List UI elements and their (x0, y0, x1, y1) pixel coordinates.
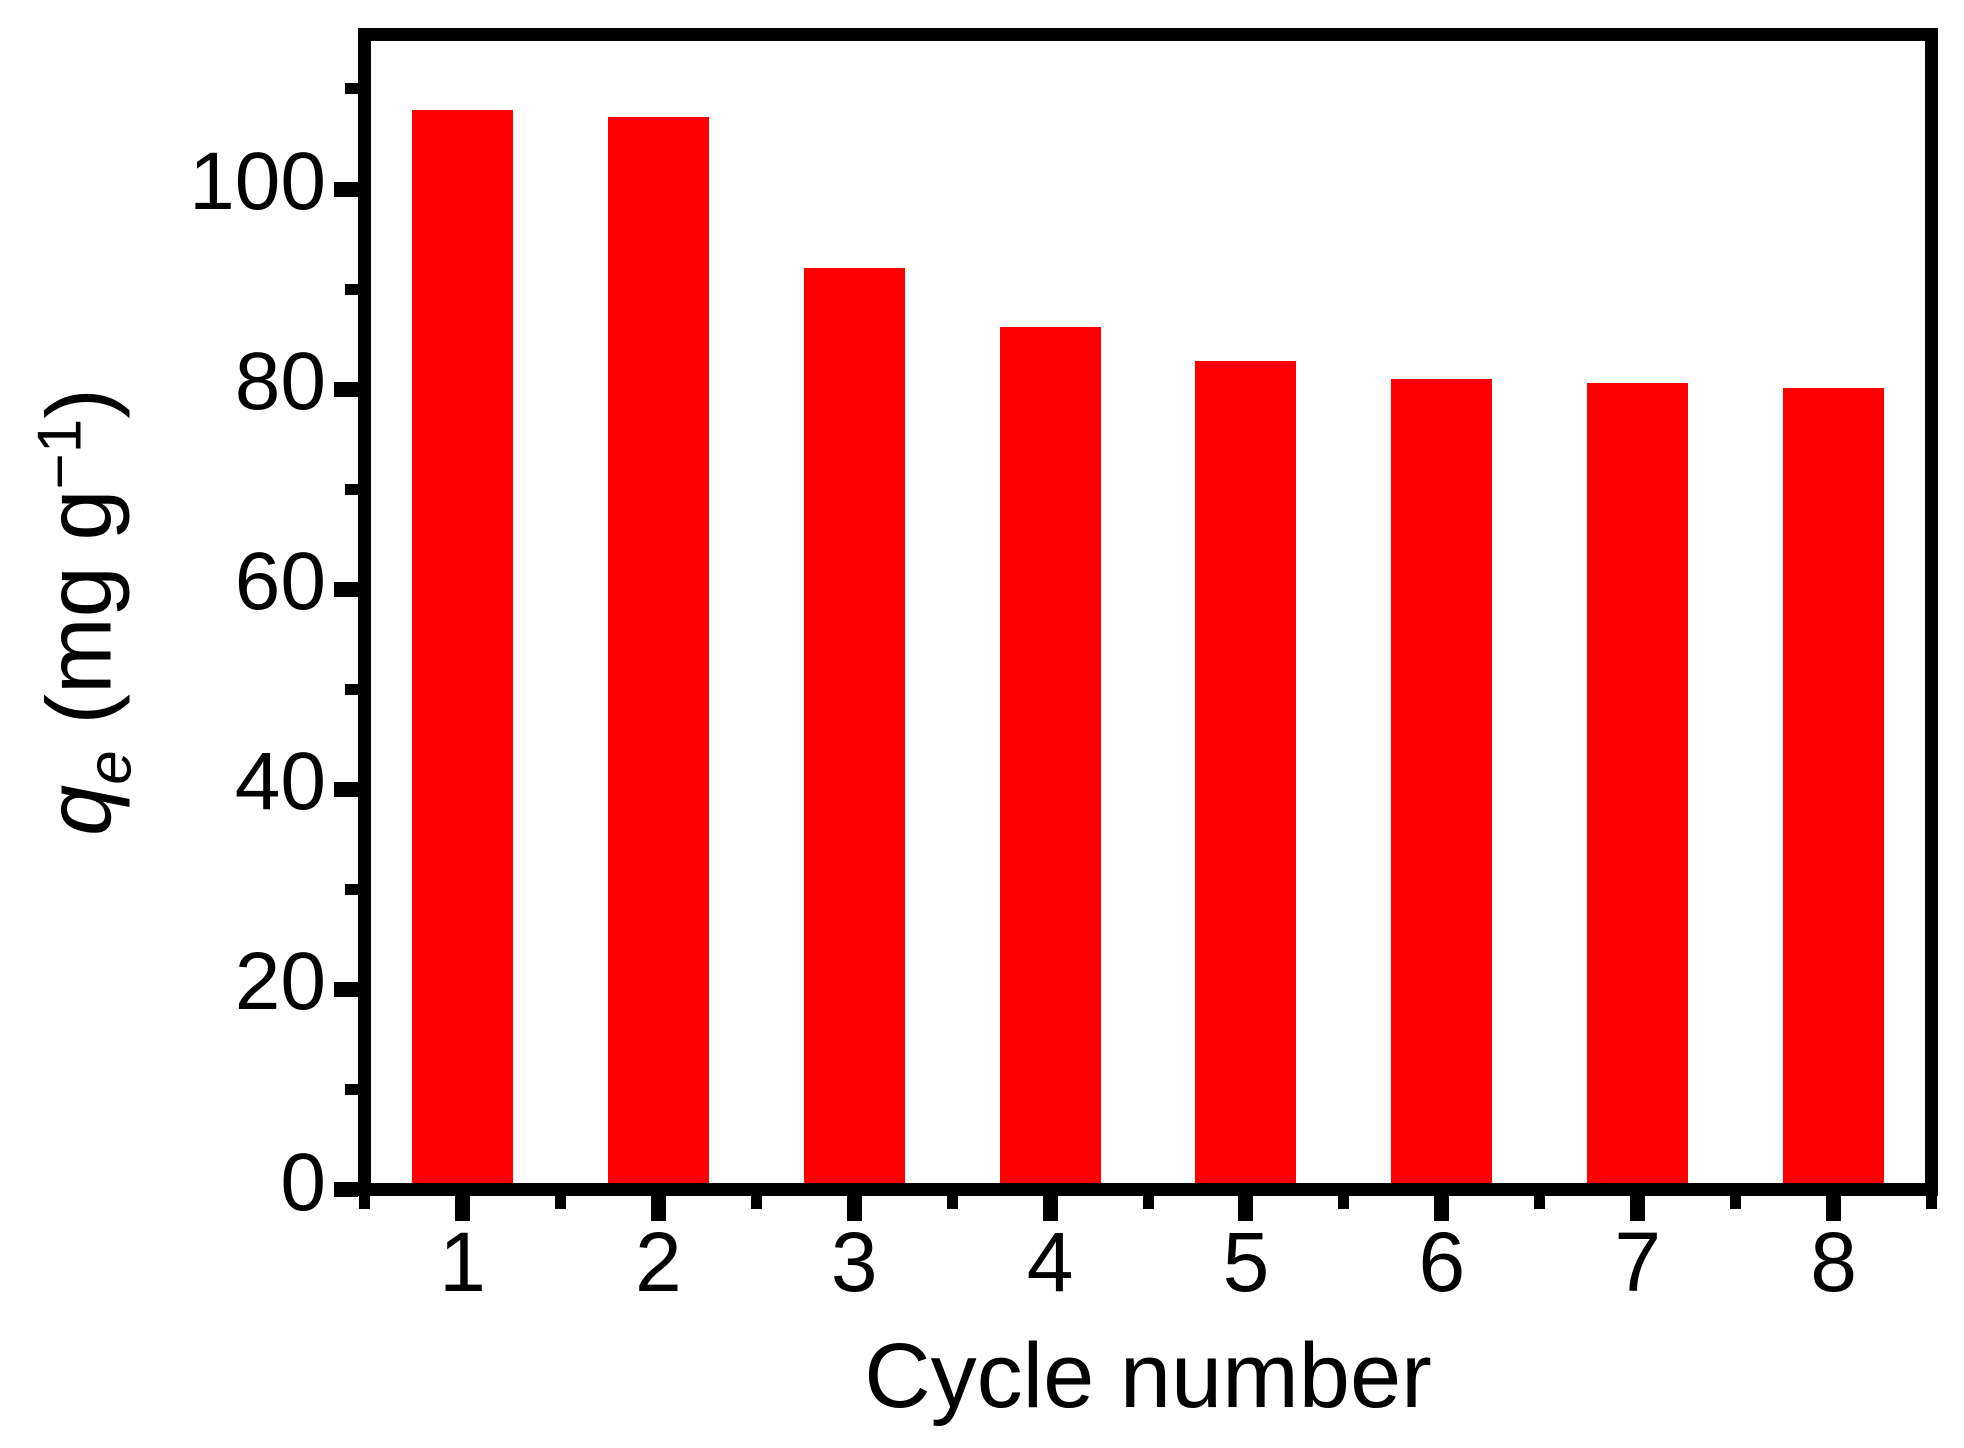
bar-cycle-8 (1783, 388, 1885, 1183)
y-major-tick-0 (334, 1182, 358, 1197)
x-minor-tick-1 (554, 1196, 566, 1209)
bar-cycle-5 (1195, 361, 1297, 1183)
y-tick-label-0: 0 (280, 1136, 326, 1228)
x-axis-title: Cycle number (864, 1325, 1432, 1427)
y-major-tick-20 (334, 981, 358, 997)
x-tick-label-3: 3 (830, 1215, 878, 1309)
y-major-tick-60 (334, 581, 358, 597)
x-tick-label-2: 2 (634, 1215, 682, 1309)
bar-cycle-3 (803, 268, 905, 1183)
x-tick-label-5: 5 (1222, 1215, 1270, 1309)
x-minor-tick-3 (946, 1196, 958, 1209)
y-minor-tick-10 (345, 1083, 358, 1095)
y-minor-tick-90 (345, 283, 358, 295)
bar-cycle-1 (411, 109, 513, 1183)
x-minor-tick-0 (359, 1196, 370, 1209)
y-tick-label-20: 20 (234, 936, 326, 1028)
x-major-tick-3 (846, 1196, 862, 1221)
x-minor-tick-2 (750, 1196, 762, 1209)
x-major-tick-6 (1434, 1196, 1450, 1221)
x-major-tick-1 (454, 1196, 470, 1221)
y-minor-tick-110 (345, 83, 358, 95)
plot-area (358, 28, 1938, 1196)
y-tick-label-100: 100 (189, 136, 326, 227)
x-tick-label-6: 6 (1418, 1215, 1466, 1309)
x-major-tick-8 (1826, 1196, 1842, 1221)
y-minor-tick-50 (345, 683, 358, 695)
x-tick-label-1: 1 (439, 1215, 486, 1309)
x-tick-label-7: 7 (1614, 1215, 1662, 1309)
y-tick-label-60: 60 (234, 536, 326, 628)
y-major-tick-80 (334, 381, 358, 397)
x-minor-tick-6 (1534, 1196, 1546, 1209)
y-tick-label-80: 80 (234, 336, 326, 428)
x-major-tick-5 (1238, 1196, 1254, 1221)
y-axis-exponent: −1 (25, 418, 95, 490)
y-minor-tick-30 (345, 883, 358, 895)
y-major-tick-40 (334, 781, 358, 797)
x-major-tick-4 (1042, 1196, 1058, 1221)
bar-cycle-4 (999, 327, 1101, 1183)
y-tick-label-40: 40 (234, 736, 326, 828)
x-minor-tick-8 (1926, 1196, 1937, 1209)
bar-cycle-7 (1587, 383, 1689, 1183)
x-tick-label-4: 4 (1026, 1215, 1074, 1309)
bar-cycle-6 (1391, 379, 1493, 1183)
x-tick-label-8: 8 (1810, 1215, 1857, 1309)
x-minor-tick-7 (1730, 1196, 1742, 1209)
x-major-tick-7 (1630, 1196, 1646, 1221)
bar-cycle-2 (607, 116, 709, 1183)
x-major-tick-2 (650, 1196, 666, 1221)
y-major-tick-100 (334, 181, 358, 197)
x-minor-tick-4 (1142, 1196, 1154, 1209)
x-minor-tick-5 (1338, 1196, 1350, 1209)
y-minor-tick-70 (345, 483, 358, 495)
